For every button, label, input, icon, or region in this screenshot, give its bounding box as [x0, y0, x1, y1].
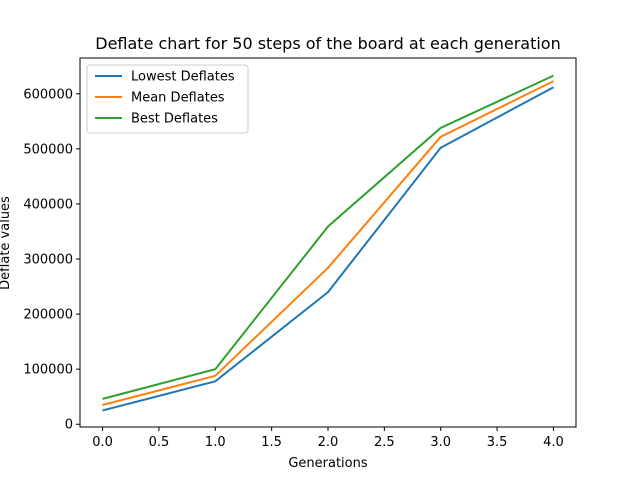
- x-tick-label: 0.0: [92, 435, 113, 450]
- y-tick-label: 600000: [23, 87, 73, 102]
- y-tick-label: 400000: [23, 197, 73, 212]
- x-tick-label: 0.5: [149, 435, 170, 450]
- x-tick-label: 2.0: [318, 435, 339, 450]
- x-tick-label: 3.5: [487, 435, 508, 450]
- y-tick-label: 500000: [23, 142, 73, 157]
- legend-label: Best Deflates: [131, 112, 218, 127]
- x-tick-label: 1.5: [261, 435, 282, 450]
- legend-label: Lowest Deflates: [131, 70, 235, 85]
- series-line-2: [102, 74, 554, 400]
- chart-title: Deflate chart for 50 steps of the board …: [95, 34, 560, 53]
- plot-area: 0.0 0.5 1.0 1.5 2.0 2.5 3.0 3.5 4.0 0 100000 200000…: [23, 57, 577, 450]
- series-line-1: [102, 80, 554, 406]
- y-tick-label: 300000: [23, 253, 73, 268]
- y-tick-label: 200000: [23, 308, 73, 323]
- series-line-0: [102, 86, 554, 412]
- y-tick-label: 100000: [23, 363, 73, 378]
- x-tick-label: 3.0: [430, 435, 451, 450]
- x-tick-label: 2.5: [374, 435, 395, 450]
- y-axis-label: Deflate values: [0, 196, 13, 290]
- x-tick-label: 1.0: [205, 435, 226, 450]
- x-axis-label: Generations: [288, 456, 368, 471]
- y-tick-label: 0: [65, 418, 73, 433]
- x-tick-label: 4.0: [543, 435, 564, 450]
- legend-label: Mean Deflates: [131, 91, 225, 106]
- legend-box: [86, 64, 249, 134]
